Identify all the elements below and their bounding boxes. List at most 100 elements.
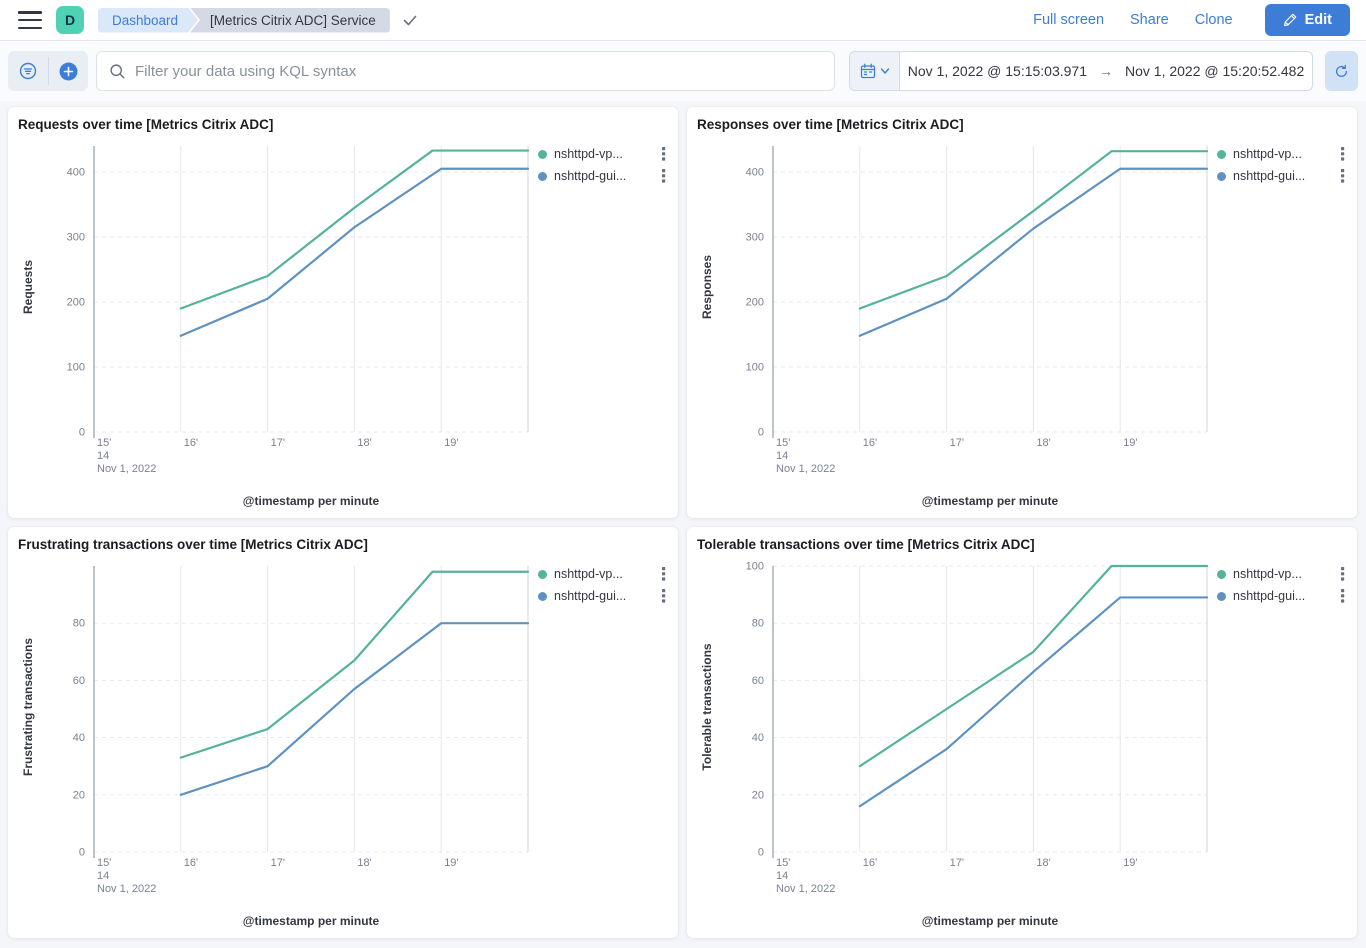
svg-text:19': 19' <box>444 857 458 869</box>
breadcrumb: Dashboard [Metrics Citrix ADC] Service <box>98 7 418 33</box>
arrow-right-icon: → <box>1099 63 1113 79</box>
svg-text:18': 18' <box>1036 437 1050 449</box>
legend-item[interactable]: nshttpd-gui... <box>538 588 668 604</box>
saved-filters-icon[interactable] <box>8 51 48 91</box>
series-color-dot <box>1217 569 1226 579</box>
svg-text:Nov 1, 2022: Nov 1, 2022 <box>97 883 156 895</box>
y-axis-title: Requests <box>21 259 35 314</box>
date-to-field[interactable]: Nov 1, 2022 @ 15:20:52.482 <box>1125 63 1305 79</box>
panel-title[interactable]: Responses over time [Metrics Citrix ADC] <box>697 117 964 132</box>
svg-text:14: 14 <box>97 870 109 882</box>
svg-text:300: 300 <box>67 232 85 244</box>
svg-text:14: 14 <box>97 450 109 462</box>
svg-text:20: 20 <box>752 789 764 801</box>
svg-text:19': 19' <box>444 437 458 449</box>
chevron-down-icon <box>880 68 889 74</box>
svg-text:40: 40 <box>73 732 85 744</box>
panel-title[interactable]: Requests over time [Metrics Citrix ADC] <box>18 117 274 132</box>
legend-actions-icon[interactable] <box>660 566 668 582</box>
svg-text:19': 19' <box>1123 437 1137 449</box>
edit-button[interactable]: Edit <box>1264 4 1350 36</box>
refresh-icon <box>1336 64 1348 77</box>
kql-search-box <box>96 51 835 91</box>
svg-text:19': 19' <box>1123 857 1137 869</box>
series-color-dot <box>538 569 547 579</box>
svg-text:100: 100 <box>67 362 85 374</box>
menu-icon[interactable] <box>18 11 42 29</box>
legend-actions-icon[interactable] <box>660 168 668 184</box>
date-range-picker: Nov 1, 2022 @ 15:15:03.971 → Nov 1, 2022… <box>849 51 1313 91</box>
svg-text:0: 0 <box>758 427 764 439</box>
svg-text:14: 14 <box>776 870 788 882</box>
legend-actions-icon[interactable] <box>1339 146 1347 162</box>
svg-text:Nov 1, 2022: Nov 1, 2022 <box>776 463 835 475</box>
legend-actions-icon[interactable] <box>1339 168 1347 184</box>
svg-text:100: 100 <box>746 561 764 573</box>
svg-text:0: 0 <box>79 847 85 859</box>
panel-title[interactable]: Tolerable transactions over time [Metric… <box>697 537 1035 552</box>
svg-text:200: 200 <box>746 297 764 309</box>
svg-text:15': 15' <box>776 857 790 869</box>
legend-item[interactable]: nshttpd-vp... <box>1217 566 1347 582</box>
avatar[interactable]: D <box>56 6 84 34</box>
chart-legend: nshttpd-vp... nshttpd-gui... <box>532 558 670 912</box>
svg-text:17': 17' <box>950 857 964 869</box>
svg-text:40: 40 <box>752 732 764 744</box>
breadcrumb-dashboard[interactable]: Dashboard <box>98 8 198 33</box>
x-axis-title: @timestamp per minute <box>242 494 380 508</box>
search-icon <box>110 63 125 78</box>
svg-text:14: 14 <box>776 450 788 462</box>
svg-text:60: 60 <box>73 675 85 687</box>
legend-actions-icon[interactable] <box>1339 588 1347 604</box>
panel-requests: Requests over time [Metrics Citrix ADC] … <box>8 107 678 518</box>
chart-legend: nshttpd-vp... nshttpd-gui... <box>1211 138 1349 492</box>
series-color-dot <box>538 171 547 181</box>
svg-text:18': 18' <box>1036 857 1050 869</box>
series-color-dot <box>1217 149 1226 159</box>
panel-frustrating-transactions: Frustrating transactions over time [Metr… <box>8 527 678 938</box>
filter-button-group <box>8 51 88 91</box>
share-button[interactable]: Share <box>1130 12 1169 28</box>
legend-actions-icon[interactable] <box>660 146 668 162</box>
saved-check-icon[interactable] <box>402 12 418 28</box>
clone-button[interactable]: Clone <box>1194 12 1233 28</box>
svg-text:15': 15' <box>97 437 111 449</box>
svg-text:300: 300 <box>746 232 764 244</box>
x-axis-title: @timestamp per minute <box>921 494 1059 508</box>
date-picker-menu-button[interactable] <box>850 52 900 90</box>
refresh-button[interactable] <box>1325 51 1358 91</box>
chart-legend: nshttpd-vp... nshttpd-gui... <box>1211 558 1349 912</box>
legend-item[interactable]: nshttpd-gui... <box>1217 168 1347 184</box>
legend-actions-icon[interactable] <box>660 588 668 604</box>
svg-text:0: 0 <box>758 847 764 859</box>
full-screen-button[interactable]: Full screen <box>1033 12 1105 28</box>
panel-tolerable-transactions: Tolerable transactions over time [Metric… <box>687 527 1357 938</box>
calendar-icon <box>860 63 875 79</box>
legend-item[interactable]: nshttpd-vp... <box>538 566 668 582</box>
pencil-icon <box>1283 13 1296 27</box>
legend-actions-icon[interactable] <box>1339 566 1347 582</box>
x-axis-title: @timestamp per minute <box>921 914 1059 928</box>
legend-item[interactable]: nshttpd-gui... <box>1217 588 1347 604</box>
svg-text:18': 18' <box>357 437 371 449</box>
app-header: D Dashboard [Metrics Citrix ADC] Service… <box>0 0 1366 41</box>
svg-text:15': 15' <box>97 857 111 869</box>
svg-text:200: 200 <box>67 297 85 309</box>
svg-text:80: 80 <box>752 618 764 630</box>
kql-search-input[interactable] <box>135 62 822 80</box>
svg-text:16': 16' <box>863 437 877 449</box>
y-axis-title: Responses <box>700 254 714 319</box>
svg-text:17': 17' <box>271 857 285 869</box>
date-from-field[interactable]: Nov 1, 2022 @ 15:15:03.971 <box>907 63 1087 79</box>
add-filter-icon[interactable] <box>49 51 89 91</box>
legend-item[interactable]: nshttpd-vp... <box>1217 146 1347 162</box>
panel-responses: Responses over time [Metrics Citrix ADC]… <box>687 107 1357 518</box>
panel-title[interactable]: Frustrating transactions over time [Metr… <box>18 537 368 552</box>
legend-item[interactable]: nshttpd-gui... <box>538 168 668 184</box>
dashboard-grid: Requests over time [Metrics Citrix ADC] … <box>0 101 1366 946</box>
legend-item[interactable]: nshttpd-vp... <box>538 146 668 162</box>
